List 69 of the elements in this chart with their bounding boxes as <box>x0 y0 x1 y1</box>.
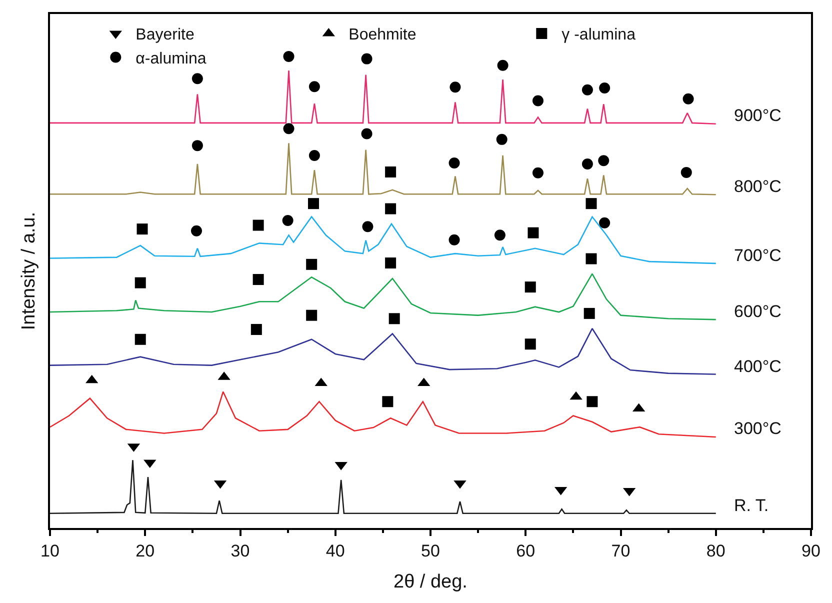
point <box>532 95 544 106</box>
point <box>584 308 595 319</box>
point <box>450 82 461 93</box>
point <box>448 158 460 169</box>
point <box>362 221 374 232</box>
point <box>134 277 146 288</box>
point <box>448 234 460 246</box>
legend-label: Boehmite <box>348 26 416 44</box>
x-tick-label: 60 <box>516 541 536 560</box>
y-axis-title: Intensity / a.u. <box>18 212 40 330</box>
point <box>682 93 694 104</box>
point <box>361 128 372 140</box>
series-label: 900°C <box>734 106 782 125</box>
point <box>308 198 319 210</box>
x-tick-label: 50 <box>421 541 440 560</box>
x-tick-label: 30 <box>230 541 250 560</box>
point <box>532 167 544 178</box>
point <box>598 155 610 166</box>
point <box>599 217 610 228</box>
point <box>306 258 318 270</box>
point <box>282 215 294 226</box>
point <box>308 81 320 92</box>
series-label: 600°C <box>734 302 782 321</box>
point <box>192 73 203 84</box>
point <box>582 84 593 96</box>
point <box>361 53 372 64</box>
legend-label: α-alumina <box>136 50 206 68</box>
point <box>586 396 598 408</box>
legend-label: γ -alumina <box>562 26 636 44</box>
point <box>385 203 396 214</box>
point <box>586 198 597 210</box>
point <box>497 60 508 71</box>
point <box>136 224 148 235</box>
point <box>252 220 264 231</box>
point <box>496 134 508 145</box>
point <box>190 225 202 236</box>
point <box>599 82 610 94</box>
x-tick-label: 90 <box>802 541 820 560</box>
point <box>528 227 539 238</box>
point <box>385 166 396 178</box>
x-axis-title: 2θ / deg. <box>394 572 468 593</box>
series-label: 700°C <box>734 246 782 265</box>
legend-label: Bayerite <box>136 26 194 44</box>
point <box>494 230 506 241</box>
series-label: 800°C <box>734 177 782 196</box>
point <box>192 140 203 152</box>
point <box>524 338 536 350</box>
series-label: 400°C <box>734 357 782 376</box>
point <box>283 123 294 134</box>
x-tick-label: 40 <box>326 541 345 560</box>
point <box>582 158 593 170</box>
series-label: R. T. <box>734 496 769 515</box>
point <box>283 50 294 62</box>
point <box>680 166 692 178</box>
point <box>524 282 536 293</box>
x-tick-label: 70 <box>611 541 630 560</box>
point <box>252 274 264 285</box>
x-tick-label: 20 <box>136 541 155 560</box>
series-label: 300°C <box>734 419 782 438</box>
point <box>250 324 262 335</box>
x-tick-label: 80 <box>706 541 726 560</box>
point <box>385 257 396 268</box>
point <box>306 310 318 321</box>
point <box>308 150 320 161</box>
point <box>586 253 597 264</box>
x-tick-label: 10 <box>40 541 60 560</box>
point <box>134 334 146 345</box>
point <box>388 313 400 324</box>
point <box>382 396 394 408</box>
